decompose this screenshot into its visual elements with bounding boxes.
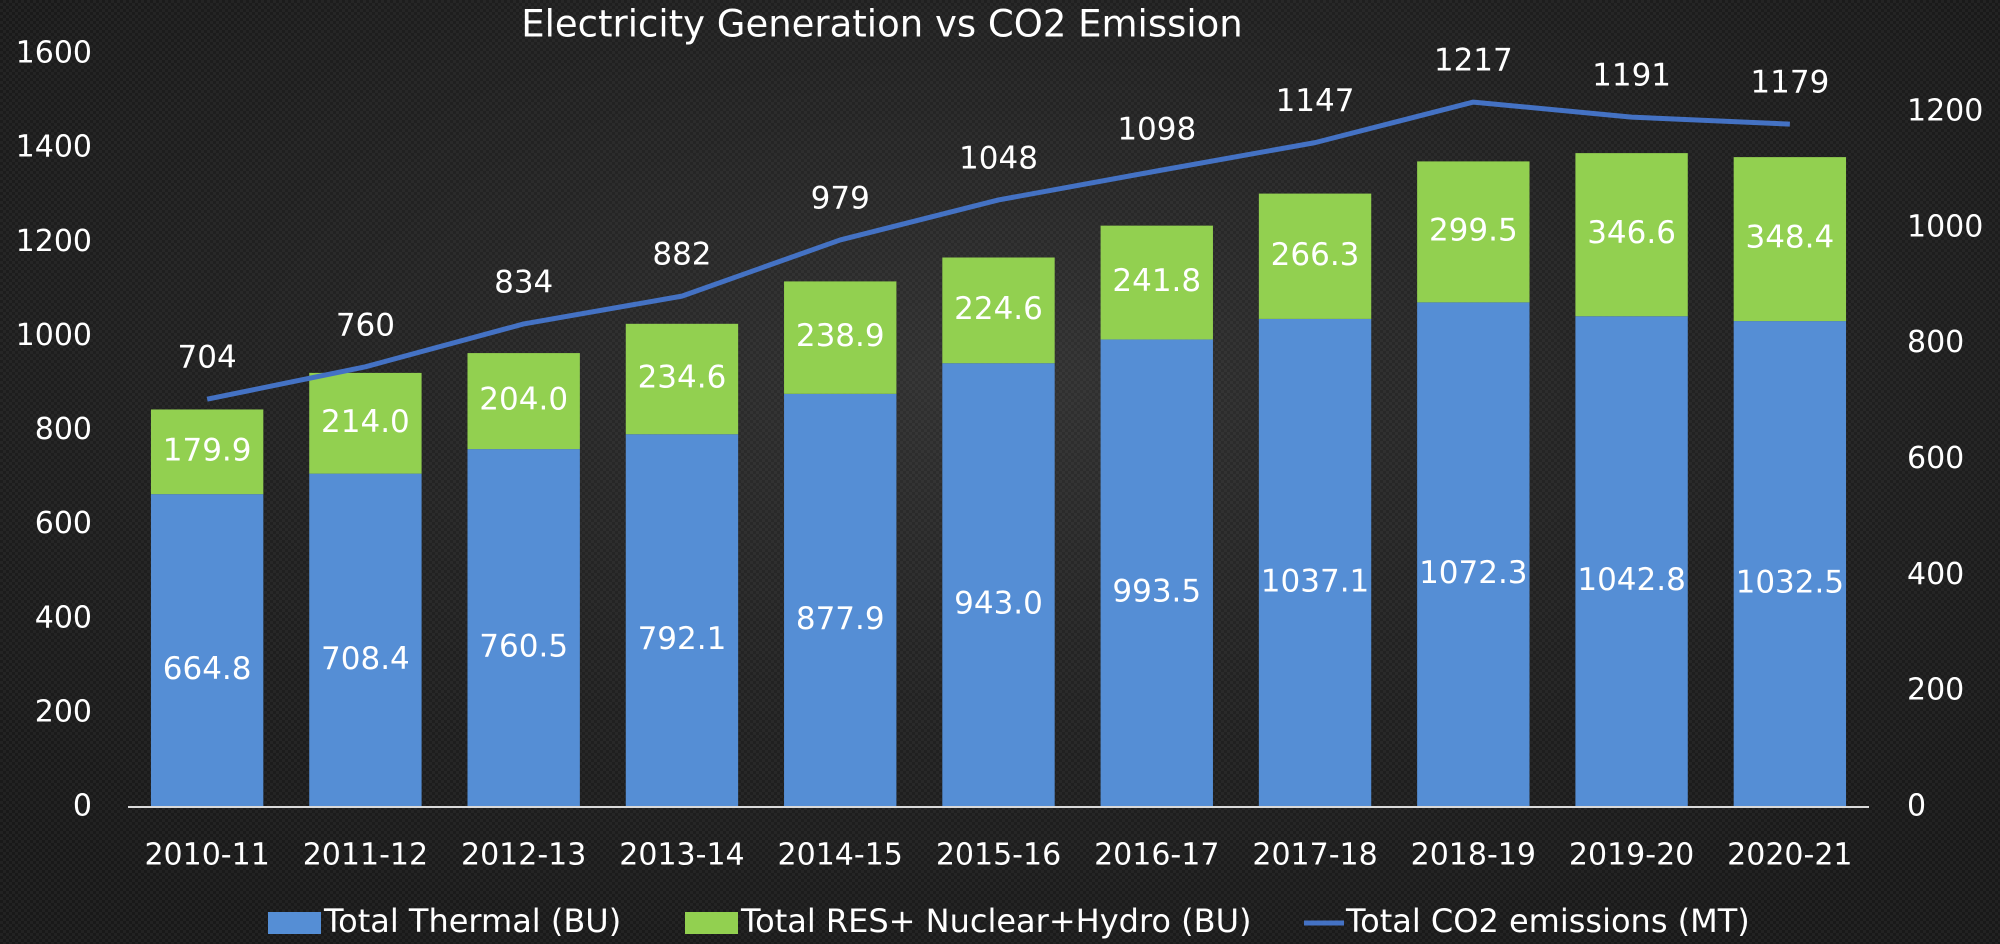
x-tick-label: 2014-15: [778, 838, 903, 873]
y2-tick-label: 1200: [1907, 93, 1983, 128]
bar-segment: [309, 372, 422, 474]
legend-swatch: [268, 912, 321, 934]
data-label: 792.1: [638, 621, 727, 657]
bar-segment: [1733, 321, 1847, 807]
x-tick-label: 2012-13: [461, 838, 586, 873]
bar-segment: [150, 494, 264, 807]
bar-segment: [942, 363, 1055, 807]
legend-label: Total RES+ Nuclear+Hydro (BU): [740, 902, 1251, 940]
bar-segment: [942, 257, 1055, 364]
line-data-label: 1179: [1750, 65, 1829, 101]
y-tick-label: 1000: [16, 318, 92, 353]
x-tick-label: 2011-12: [303, 838, 428, 873]
x-tick-label: 2020-21: [1727, 838, 1852, 873]
chart-title: Electricity Generation vs CO2 Emission: [521, 3, 1243, 46]
data-label: 299.5: [1429, 212, 1518, 248]
bar-segment: [309, 473, 422, 807]
x-tick-label: 2019-20: [1569, 838, 1694, 873]
y-tick-label: 1600: [16, 36, 92, 71]
data-label: 664.8: [163, 651, 252, 687]
bar-segment: [784, 393, 897, 807]
data-label: 214.0: [321, 404, 410, 440]
x-tick-label: 2016-17: [1094, 838, 1219, 873]
y-tick-label: 0: [73, 789, 92, 824]
y2-tick-label: 0: [1907, 789, 1926, 824]
line-data-label: 1147: [1276, 83, 1355, 119]
bar-segment: [1100, 225, 1213, 340]
line-series: [206, 99, 1790, 402]
bar-segment: [784, 281, 897, 394]
bar-segment: [1417, 161, 1530, 303]
bar-segment: [1733, 157, 1847, 322]
legend-label: Total CO2 emissions (MT): [1345, 902, 1750, 940]
line-data-label: 704: [178, 340, 237, 376]
bar-segment: [1100, 339, 1213, 807]
x-tick-label: 2010-11: [144, 838, 269, 873]
data-label: 204.0: [479, 382, 568, 418]
line-data-label: 760: [336, 307, 395, 343]
legend-label: Total Thermal (BU): [323, 902, 621, 940]
data-label: 1042.8: [1577, 562, 1685, 598]
y-tick-label: 1400: [16, 130, 92, 165]
bar-segment: [1258, 318, 1372, 807]
x-tick-label: 2013-14: [619, 838, 744, 873]
bar-segment: [467, 353, 580, 450]
data-label: 241.8: [1112, 263, 1201, 299]
y-tick-label: 1200: [16, 224, 92, 259]
bar-segment: [625, 323, 739, 435]
y-tick-label: 600: [35, 506, 92, 541]
y2-tick-label: 400: [1907, 557, 1964, 592]
x-tick-label: 2017-18: [1252, 838, 1377, 873]
line-data-label: 979: [811, 180, 870, 216]
data-label: 708.4: [321, 641, 410, 677]
data-label: 1032.5: [1736, 565, 1844, 601]
y-tick-label: 200: [35, 694, 92, 729]
data-label: 348.4: [1745, 220, 1834, 256]
data-label: 238.9: [796, 318, 885, 354]
data-label: 877.9: [796, 601, 885, 637]
y-tick-label: 800: [35, 412, 92, 447]
data-label: 266.3: [1271, 237, 1360, 273]
line-data-label: 834: [494, 264, 553, 300]
y-tick-label: 400: [35, 600, 92, 635]
data-label: 179.9: [163, 432, 252, 468]
data-label: 1037.1: [1261, 563, 1369, 599]
y2-tick-label: 200: [1907, 673, 1964, 708]
bar-segment: [1258, 193, 1372, 319]
x-tick-label: 2018-19: [1411, 838, 1536, 873]
y2-tick-label: 800: [1907, 325, 1964, 360]
data-label: 943.0: [954, 586, 1043, 622]
legend-swatch: [685, 912, 738, 934]
data-label: 234.6: [638, 360, 727, 396]
line-data-label: 882: [652, 237, 711, 273]
line-data-label: 1048: [959, 140, 1038, 176]
bar-segment: [150, 409, 264, 495]
data-label: 760.5: [479, 629, 568, 665]
line-data-label: 1217: [1434, 43, 1513, 79]
y2-tick-label: 1000: [1907, 209, 1983, 244]
line-data-label: 1098: [1117, 112, 1196, 148]
line-data-label: 1191: [1592, 58, 1671, 94]
bar-segment: [467, 449, 580, 807]
data-label: 1072.3: [1419, 555, 1527, 591]
bar-segment: [1417, 302, 1530, 807]
data-label: 993.5: [1112, 574, 1201, 610]
data-label: 224.6: [954, 291, 1043, 327]
y2-tick-label: 600: [1907, 441, 1964, 476]
bar-segment: [1575, 153, 1688, 317]
bar-segment: [1575, 316, 1688, 807]
data-label: 346.6: [1587, 215, 1676, 251]
x-tick-label: 2015-16: [936, 838, 1061, 873]
bar-segment: [625, 434, 739, 807]
